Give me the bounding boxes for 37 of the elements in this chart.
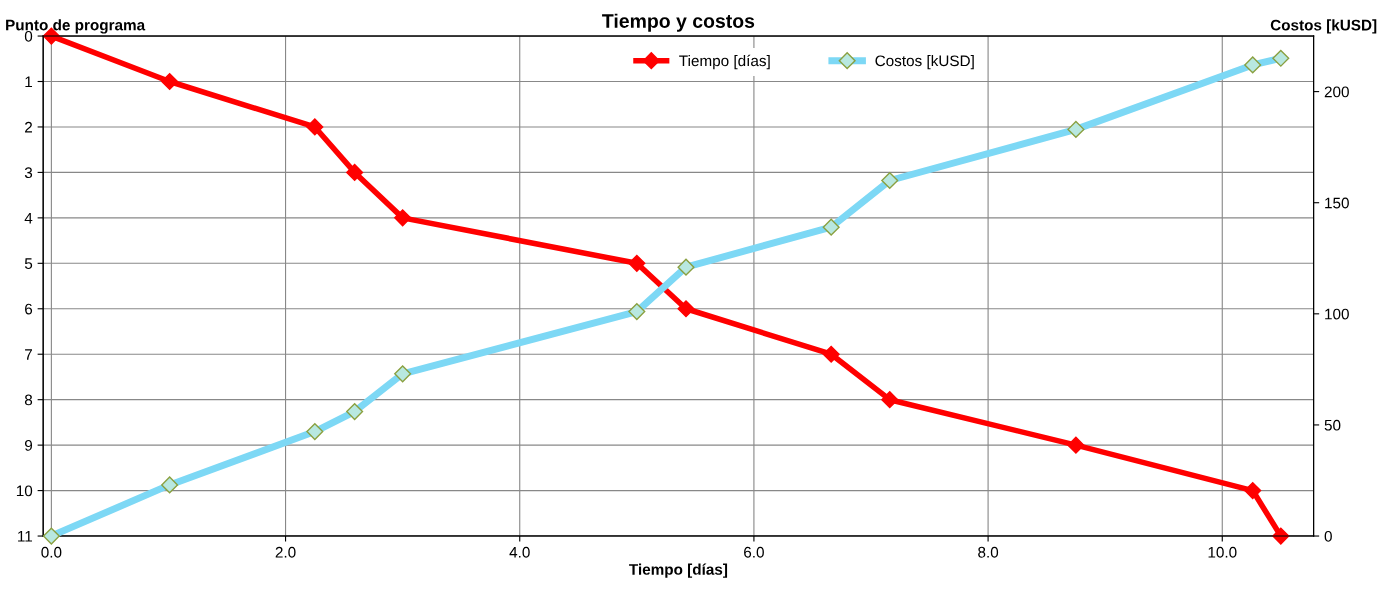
legend-label: Tiempo [días] <box>679 54 770 70</box>
x-tick-label: 0.0 <box>41 546 62 558</box>
x-axis-title: Tiempo [días] <box>629 563 728 578</box>
y-tick-label: 11 <box>18 531 33 542</box>
x-tick-label: 6.0 <box>744 546 764 558</box>
point <box>822 345 840 363</box>
y-tick-label: 3 <box>24 167 33 179</box>
point <box>1244 482 1262 500</box>
y-tick-label: 2 <box>25 121 32 133</box>
y-tick-label: 1 <box>25 76 33 88</box>
point <box>346 163 364 181</box>
legend-label: Costos [kUSD] <box>875 54 974 70</box>
y2-tick-label: 0 <box>1324 530 1332 542</box>
y2-tick-label: 150 <box>1325 197 1349 209</box>
y2-axis-title: Costos [kUSD] <box>1270 19 1377 34</box>
point <box>394 209 412 227</box>
y-tick-label: 4 <box>24 212 33 224</box>
y-tick-label: 10 <box>16 485 33 497</box>
point <box>306 118 324 136</box>
point <box>881 391 899 409</box>
y-tick-label: 9 <box>24 440 33 451</box>
x-tick-label: 8.0 <box>978 546 999 558</box>
x-tick-label: 10.0 <box>1208 546 1237 558</box>
point <box>628 254 646 272</box>
y-tick-label: 6 <box>25 303 33 315</box>
y-tick-label: 5 <box>24 258 33 269</box>
y2-tick-label: 100 <box>1325 308 1349 320</box>
point <box>677 300 695 318</box>
y-tick-label: 7 <box>25 349 32 360</box>
y-tick-label: 8 <box>24 394 33 406</box>
point <box>161 72 179 91</box>
chart-title: Tiempo y costos <box>602 13 755 32</box>
x-tick-label: 4.0 <box>509 546 530 558</box>
y2-tick-label: 200 <box>1324 86 1349 98</box>
x-tick-label: 2.0 <box>275 546 296 558</box>
point <box>1067 436 1085 454</box>
y2-tick-label: 50 <box>1324 419 1341 431</box>
